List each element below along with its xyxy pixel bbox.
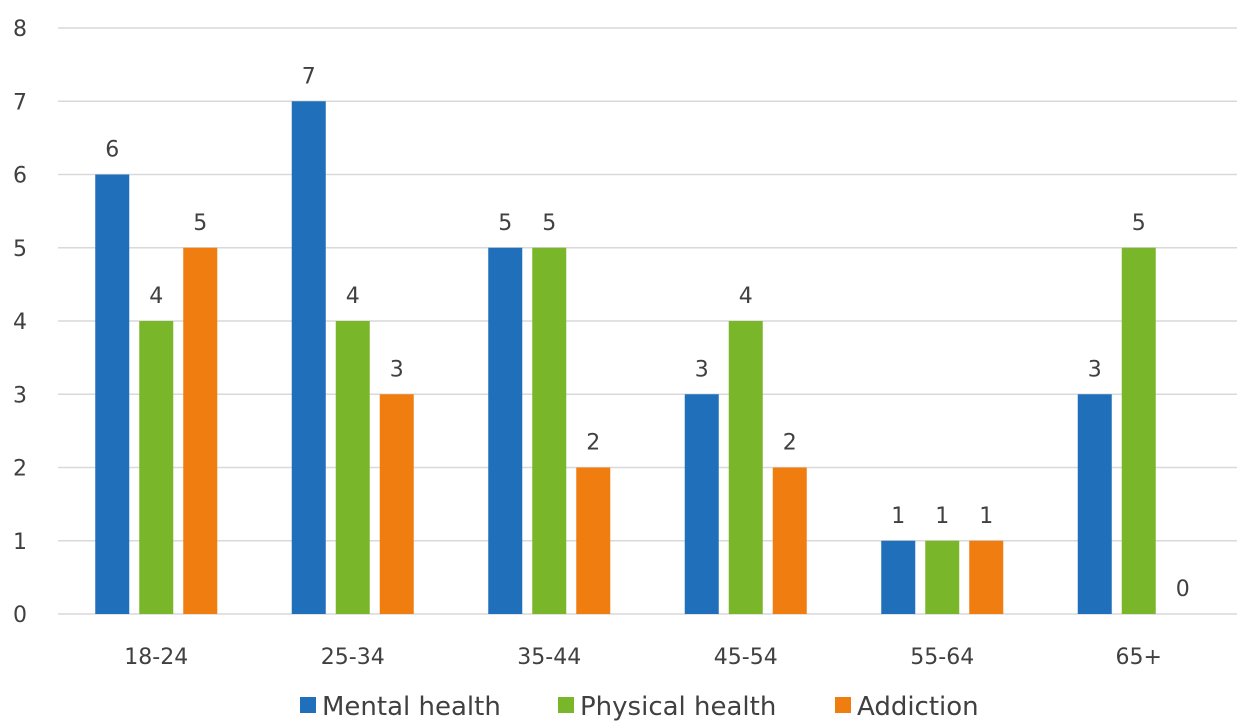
y-axis-ticks: 0 1 2 3 4 5 6 7 8: [13, 17, 27, 628]
data-label: 0: [1176, 577, 1190, 602]
y-tick-label: 3: [13, 383, 27, 408]
y-tick-label: 4: [13, 310, 27, 335]
x-tick-label: 45-54: [714, 645, 778, 670]
bar-addiction-45-54: [772, 467, 807, 614]
y-tick-label: 8: [13, 17, 27, 42]
data-label: 5: [193, 211, 207, 236]
bar-physical-health-55-64: [925, 540, 960, 614]
y-tick-label: 5: [13, 237, 27, 262]
bar-addiction-18-24: [183, 247, 218, 614]
data-label: 3: [390, 357, 404, 382]
data-label: 5: [498, 211, 512, 236]
x-tick-label: 55-64: [910, 645, 974, 670]
bar-mental-health-45-54: [684, 394, 719, 614]
gridlines: [58, 27, 1237, 615]
bar-physical-health-45-54: [728, 321, 763, 614]
data-labels: 6 4 5 7 4 3 5 5 2 3 4 2 1 1 1 3 5 0: [105, 64, 1190, 602]
y-tick-label: 1: [13, 530, 27, 555]
data-label: 1: [891, 504, 905, 529]
data-label: 1: [979, 504, 993, 529]
bar-mental-health-18-24: [95, 174, 130, 614]
data-label: 4: [346, 284, 360, 309]
legend-swatch: [835, 697, 851, 713]
x-tick-label: 35-44: [517, 645, 581, 670]
data-label: 2: [783, 431, 797, 456]
data-label: 4: [739, 284, 753, 309]
bar-physical-health-65+: [1121, 247, 1156, 614]
legend-label: Addiction: [857, 692, 979, 722]
legend: Mental health Physical health Addiction: [300, 692, 979, 722]
legend-label: Mental health: [322, 692, 501, 722]
bar-mental-health-55-64: [881, 540, 916, 614]
bar-addiction-35-44: [576, 467, 611, 614]
data-label: 3: [695, 357, 709, 382]
x-axis-ticks: 18-24 25-34 35-44 45-54 55-64 65+: [124, 645, 1162, 670]
x-tick-label: 18-24: [124, 645, 188, 670]
bar-mental-health-35-44: [488, 247, 523, 614]
bar-physical-health-35-44: [532, 247, 567, 614]
bar-physical-health-18-24: [139, 321, 174, 614]
bar-mental-health-25-34: [291, 101, 326, 614]
legend-swatch: [558, 697, 574, 713]
data-label: 5: [1132, 211, 1146, 236]
legend-label: Physical health: [580, 692, 776, 722]
data-label: 3: [1088, 357, 1102, 382]
x-tick-label: 25-34: [321, 645, 385, 670]
y-tick-label: 6: [13, 164, 27, 189]
data-label: 5: [542, 211, 556, 236]
data-label: 1: [935, 504, 949, 529]
legend-swatch: [300, 697, 316, 713]
y-tick-label: 7: [13, 90, 27, 115]
data-label: 6: [105, 138, 119, 163]
x-tick-label: 65+: [1116, 645, 1162, 670]
y-tick-label: 0: [13, 603, 27, 628]
bar-addiction-55-64: [969, 540, 1004, 614]
data-label: 7: [302, 64, 316, 89]
bar-addiction-25-34: [379, 394, 414, 614]
bar-physical-health-25-34: [335, 321, 370, 614]
bar-mental-health-65+: [1077, 394, 1112, 614]
data-label: 4: [149, 284, 163, 309]
y-tick-label: 2: [13, 457, 27, 482]
data-label: 2: [586, 431, 600, 456]
bars: [95, 101, 1156, 614]
